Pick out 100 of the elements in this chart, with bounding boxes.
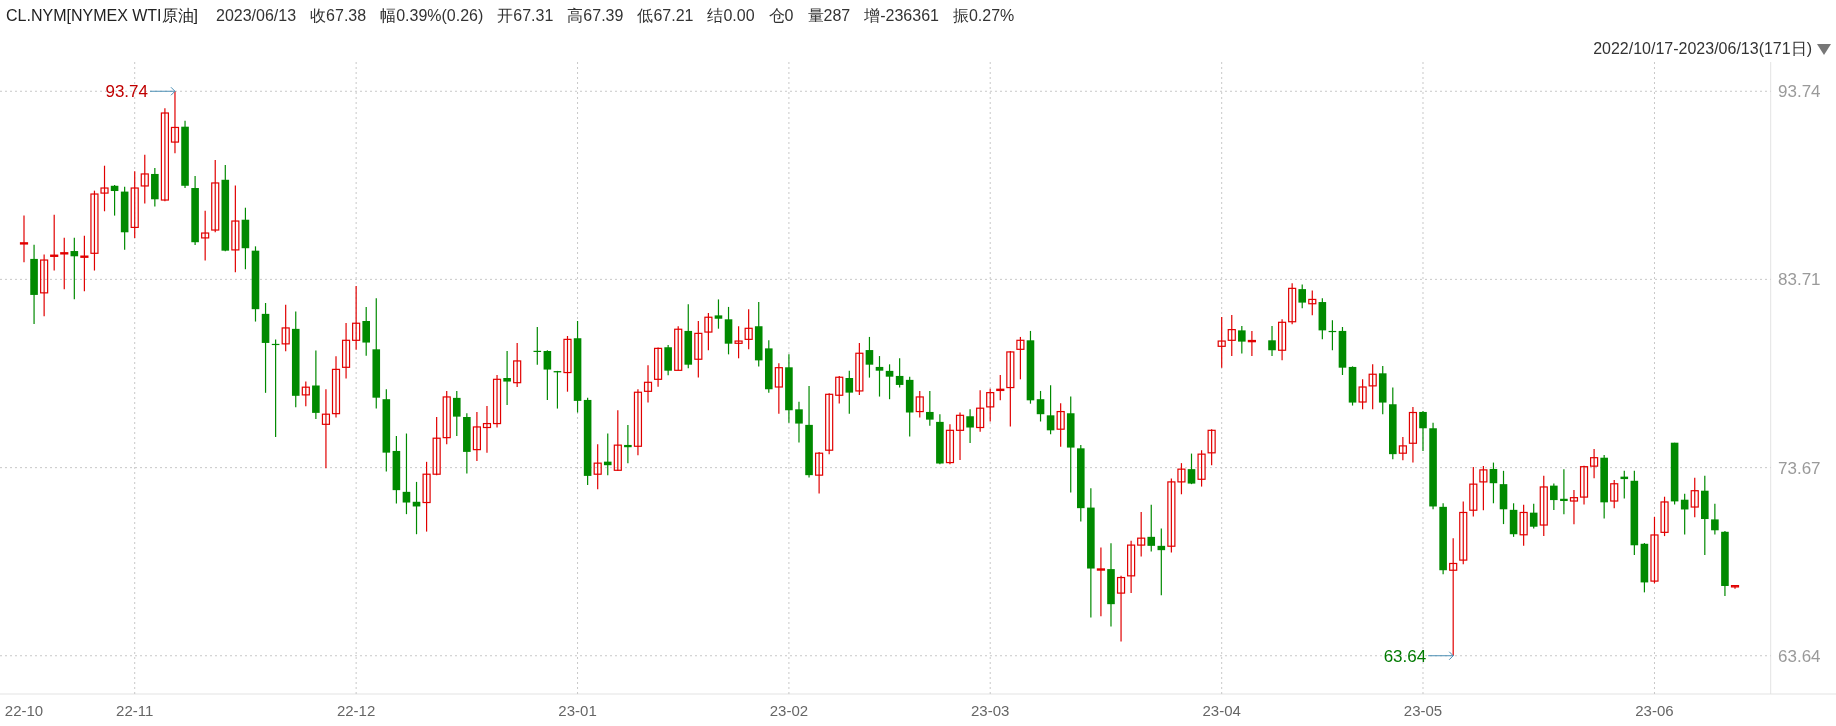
text: 结0.00 bbox=[707, 7, 755, 24]
candlestick bbox=[1489, 461, 1498, 504]
annotation: 63.64 bbox=[1383, 646, 1427, 666]
candlestick bbox=[1398, 436, 1407, 461]
x-tick-label: 23-04 bbox=[1202, 702, 1241, 719]
candlestick bbox=[633, 388, 643, 456]
candlestick bbox=[1238, 325, 1246, 355]
candlestick bbox=[744, 308, 753, 350]
candlestick bbox=[1610, 479, 1619, 509]
candlestick bbox=[1187, 452, 1196, 485]
chart-subtitle: 2022/10/17-2023/06/13(171日) bbox=[1593, 40, 1812, 57]
candlestick bbox=[452, 390, 461, 437]
candlestick bbox=[1550, 482, 1558, 511]
candlestick bbox=[352, 285, 361, 351]
candlestick bbox=[170, 90, 180, 154]
candlestick bbox=[1268, 325, 1276, 357]
y-tick-label: 93.74 bbox=[1778, 82, 1821, 102]
text: 2023/06/13 bbox=[216, 7, 297, 24]
text: 幅0.39%(0.26) bbox=[380, 7, 484, 24]
candlestick bbox=[1408, 406, 1418, 464]
x-tick-label: 23-01 bbox=[558, 702, 597, 719]
candlestick bbox=[1207, 428, 1216, 466]
candlestick bbox=[1459, 500, 1468, 565]
candlestick bbox=[976, 389, 985, 433]
y-tick-label: 73.67 bbox=[1778, 458, 1821, 478]
candlestick bbox=[955, 411, 965, 461]
candlestick bbox=[1298, 283, 1307, 309]
candlestick bbox=[945, 423, 955, 465]
candlestick bbox=[966, 408, 974, 444]
candlestick bbox=[1569, 489, 1579, 525]
y-tick-label: 63.64 bbox=[1778, 646, 1821, 666]
candlestick bbox=[492, 374, 502, 429]
candlestick bbox=[815, 451, 824, 495]
candlestick bbox=[1308, 289, 1317, 316]
candlestick bbox=[1711, 503, 1719, 536]
text: 收67.38 bbox=[310, 7, 367, 24]
candlestick bbox=[694, 320, 703, 379]
candlestick bbox=[513, 342, 522, 388]
candlestick bbox=[1217, 316, 1226, 369]
candlestick bbox=[563, 335, 572, 393]
candlestick bbox=[895, 357, 904, 389]
candlestick bbox=[1529, 503, 1538, 529]
candlestick bbox=[362, 306, 370, 357]
candlestick bbox=[201, 210, 210, 262]
candlestick bbox=[734, 325, 743, 359]
candlestick bbox=[1147, 504, 1156, 553]
candlestick bbox=[140, 154, 149, 204]
candlestick bbox=[875, 355, 884, 398]
candlestick bbox=[1419, 410, 1427, 452]
candlestick bbox=[1449, 537, 1458, 657]
candlestick bbox=[1197, 449, 1206, 488]
candlestick bbox=[1277, 318, 1287, 361]
candlestick bbox=[704, 312, 713, 351]
candlestick bbox=[845, 370, 854, 415]
text: 振0.27% bbox=[952, 7, 1015, 24]
text: 开67.31 bbox=[497, 7, 554, 24]
candlestick bbox=[1046, 384, 1055, 435]
candlestick bbox=[1288, 282, 1297, 325]
candlestick bbox=[1519, 504, 1528, 547]
candlestick bbox=[593, 443, 602, 490]
candlestick bbox=[1056, 402, 1065, 448]
candlestick bbox=[160, 107, 170, 202]
candlestick bbox=[402, 432, 411, 515]
x-tick-label: 23-03 bbox=[971, 702, 1010, 719]
candlestick bbox=[1227, 314, 1236, 357]
text: 高67.39 bbox=[567, 7, 624, 24]
candlestick bbox=[1096, 546, 1106, 617]
candlestick bbox=[1016, 336, 1025, 380]
candlestick bbox=[442, 390, 451, 445]
x-tick-label: 23-05 bbox=[1403, 702, 1443, 719]
candlestick bbox=[40, 254, 49, 317]
candlestick bbox=[986, 388, 995, 423]
candlestick bbox=[885, 363, 894, 400]
x-tick-label: 22-11 bbox=[116, 702, 154, 719]
candlestick bbox=[1036, 390, 1045, 423]
candlestick bbox=[1116, 575, 1126, 643]
candlestick bbox=[855, 342, 864, 396]
y-tick-label: 83.71 bbox=[1778, 270, 1821, 290]
candlestick bbox=[1589, 448, 1599, 479]
candlestick bbox=[1539, 475, 1548, 537]
candlestick bbox=[60, 237, 69, 290]
candlestick bbox=[301, 380, 310, 407]
x-tick-label: 23-06 bbox=[1635, 702, 1674, 719]
x-tick-label: 22-12 bbox=[336, 702, 376, 719]
candlestick bbox=[482, 405, 492, 454]
candlestick bbox=[331, 355, 341, 419]
candlestick bbox=[714, 298, 723, 330]
candlestick bbox=[825, 392, 834, 455]
candlestick bbox=[341, 322, 351, 380]
candlestick bbox=[1006, 350, 1015, 428]
candlestick bbox=[1690, 477, 1699, 518]
candlestick bbox=[472, 411, 482, 462]
candlestick bbox=[281, 304, 290, 352]
candlestick bbox=[1650, 516, 1659, 584]
x-tick-label: 22-10 bbox=[4, 702, 44, 719]
candlestick bbox=[835, 375, 844, 405]
candlestick bbox=[915, 390, 924, 419]
candlestick bbox=[774, 362, 783, 415]
candlestick bbox=[613, 409, 622, 472]
candlestick bbox=[321, 388, 331, 469]
